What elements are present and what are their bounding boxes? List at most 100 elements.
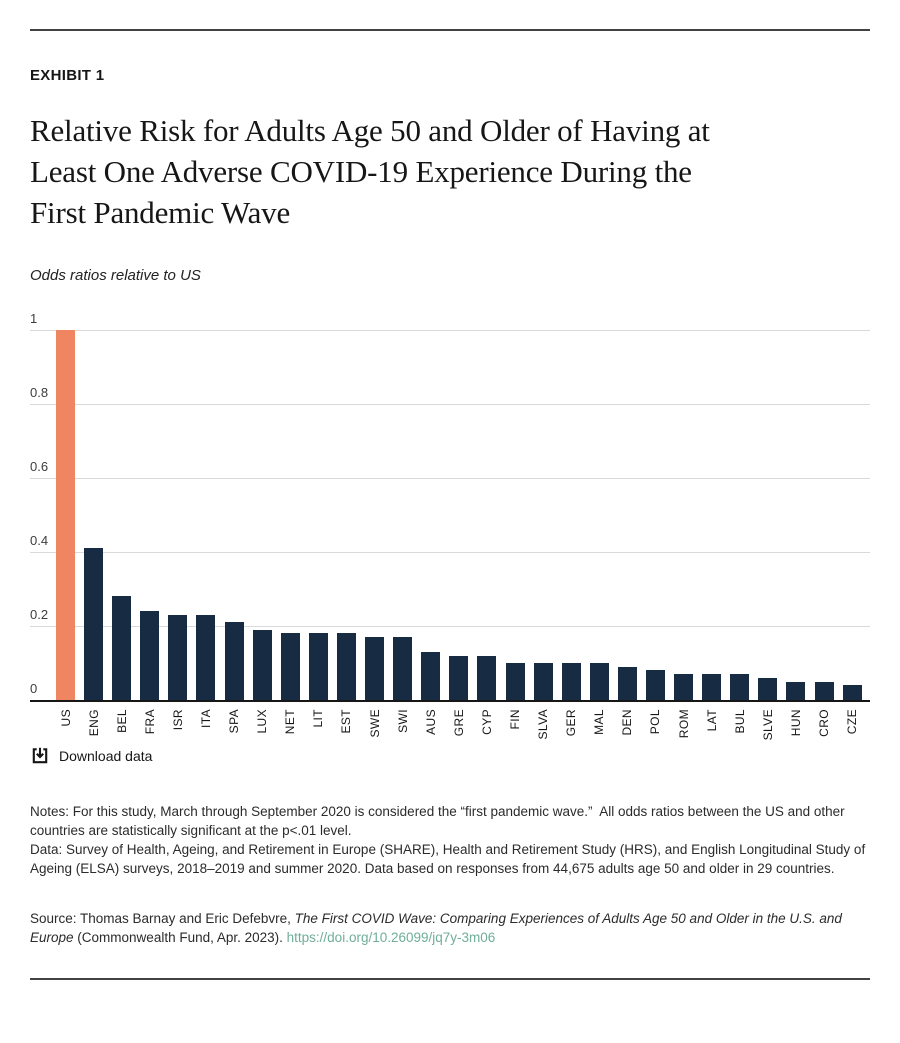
x-axis-label-text: SLVA	[536, 709, 551, 740]
exhibit-label: EXHIBIT 1	[30, 67, 105, 84]
x-axis-label: SWE	[368, 709, 382, 738]
chart-bar-bel	[112, 596, 132, 700]
chart-bar-mal	[589, 663, 609, 700]
bar-column: SLVA	[533, 330, 553, 740]
chart-plot: 0 0.2 0.4 0.6 0.8 1 US ENG BEL FRA ISR ITA SPA LUX NET…	[30, 312, 870, 740]
bar-column: LAT	[702, 330, 722, 731]
bar-column: POL	[645, 330, 665, 734]
source-prefix: Source: Thomas Barnay and Eric Defebvre,	[30, 911, 295, 926]
x-axis-label: SLVE	[761, 709, 775, 740]
x-axis-label: LIT	[311, 709, 325, 728]
x-axis-label: AUS	[424, 709, 438, 735]
y-axis-tick-label: 0.8	[30, 385, 49, 400]
y-axis-tick-label: 0.6	[30, 459, 49, 474]
bar-column: LUX	[252, 330, 272, 734]
source-publication-title: The First COVID Wave: Comparing Experien…	[30, 911, 842, 945]
x-axis-label: ISR	[171, 709, 185, 730]
bar-column: CYP	[477, 330, 497, 735]
x-axis-label-text: ITA	[198, 709, 213, 728]
x-axis-label-text: CRO	[817, 709, 832, 737]
x-axis-label: FRA	[143, 709, 157, 734]
chart-bar-swi	[393, 637, 413, 700]
x-axis-label-text: GER	[564, 709, 579, 737]
x-axis-label-text: EST	[339, 709, 354, 734]
bar-column: US	[56, 330, 75, 726]
chart-bar-aus	[421, 651, 441, 700]
x-axis-label-text: ISR	[170, 709, 185, 731]
x-axis-label-text: SWE	[367, 709, 382, 738]
x-axis-label: CYP	[480, 709, 494, 735]
x-axis-label: ITA	[199, 709, 213, 728]
chart-bar-us	[56, 330, 75, 700]
gridline	[30, 404, 870, 405]
notes-text: Notes: For this study, March through Sep…	[30, 804, 845, 838]
chart-bar-pol	[645, 670, 665, 700]
x-axis-label-text: LUX	[255, 709, 270, 734]
chart-bar-slve	[758, 677, 778, 700]
y-axis-tick-label: 0.4	[30, 533, 49, 548]
x-axis-label-text: HUN	[788, 709, 803, 737]
x-axis-label: US	[59, 709, 73, 726]
chart-bar-fra	[140, 611, 160, 700]
x-axis-label: HUN	[789, 709, 803, 736]
x-axis-label-text: ENG	[86, 709, 101, 737]
x-axis-label-text: SPA	[227, 709, 242, 734]
page-title-line: First Pandemic Wave	[30, 195, 291, 230]
x-axis-label-text: BEL	[114, 709, 129, 733]
download-data-button[interactable]: Download data	[30, 746, 152, 766]
x-axis-label: GER	[564, 709, 578, 736]
x-axis-label-text: DEN	[620, 709, 635, 736]
chart-bar-cyp	[477, 655, 497, 700]
x-axis-label-text: SWI	[395, 709, 410, 733]
x-axis-label: LUX	[255, 709, 269, 734]
source-suffix: (Commonwealth Fund, Apr. 2023).	[73, 930, 287, 945]
x-axis-label: NET	[283, 709, 297, 734]
download-data-label: Download data	[59, 748, 153, 764]
x-axis-label: DEN	[620, 709, 634, 736]
page-title: Relative Risk for Adults Age 50 and Olde…	[30, 110, 870, 233]
bar-column: BEL	[112, 330, 132, 733]
chart-bar-lux	[252, 629, 272, 700]
page-title-line: Least One Adverse COVID-19 Experience Du…	[30, 154, 692, 189]
chart-bar-eng	[84, 548, 104, 700]
bar-column: GRE	[449, 330, 469, 736]
doi-link[interactable]: https://doi.org/10.26099/jq7y-3m06	[286, 930, 496, 945]
bar-column: ENG	[84, 330, 104, 736]
bar-column: MAL	[589, 330, 609, 735]
x-axis-label: POL	[648, 709, 662, 734]
x-axis-label-text: SLVE	[760, 709, 775, 741]
chart-bar-rom	[674, 674, 694, 700]
data-note-text: Data: Survey of Health, Ageing, and Reti…	[30, 842, 866, 876]
bar-column: CZE	[842, 330, 862, 734]
download-icon	[30, 746, 50, 766]
x-axis-label: LAT	[705, 709, 719, 731]
bar-column: BUL	[730, 330, 750, 734]
x-axis-label-text: AUS	[423, 709, 438, 735]
chart-bar-est	[336, 633, 356, 700]
chart-bar-slva	[533, 663, 553, 700]
chart-bar-cze	[842, 685, 862, 700]
bar-column: ISR	[168, 330, 188, 730]
x-axis-label-text: US	[58, 709, 73, 727]
x-axis-label-text: FIN	[508, 709, 522, 730]
x-axis-label-text: CZE	[845, 709, 860, 735]
x-axis-label: SWI	[396, 709, 410, 733]
chart-bar-lat	[702, 674, 722, 700]
chart-bar-gre	[449, 655, 469, 700]
chart-bar-net	[280, 633, 300, 700]
bar-column: SWE	[365, 330, 385, 738]
bar-column: DEN	[617, 330, 637, 736]
x-axis-label: MAL	[592, 709, 606, 735]
chart-bar-lit	[308, 633, 328, 700]
x-axis-label-text: LAT	[704, 709, 719, 732]
bars-container: US ENG BEL FRA ISR ITA SPA LUX NET LIT EST SWE SWI AU…	[56, 330, 862, 740]
y-axis-tick-label: 1	[30, 311, 38, 326]
x-axis-label: CRO	[817, 709, 831, 737]
page-title-line: Relative Risk for Adults Age 50 and Olde…	[30, 113, 710, 148]
chart-bar-den	[617, 666, 637, 700]
chart-bar-ita	[196, 614, 216, 700]
x-axis-label-text: FRA	[142, 709, 157, 735]
chart-bar-ger	[561, 663, 581, 700]
chart-bar-bul	[730, 674, 750, 700]
